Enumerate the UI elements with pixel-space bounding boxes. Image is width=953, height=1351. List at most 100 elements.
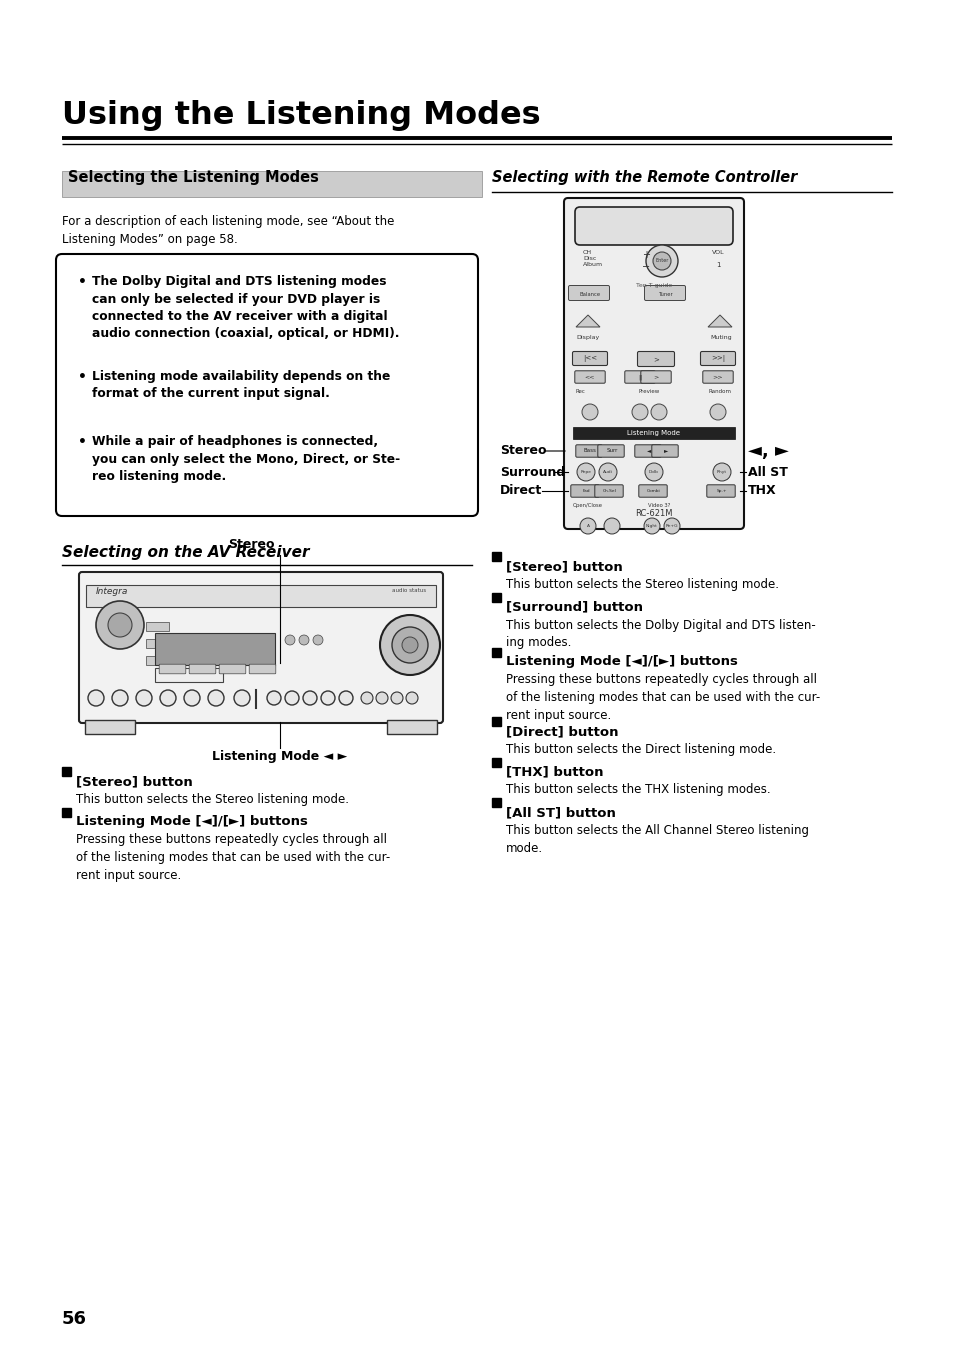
Bar: [492, 647, 500, 657]
Circle shape: [392, 627, 428, 663]
Text: Surr: Surr: [606, 449, 617, 454]
FancyBboxPatch shape: [219, 665, 246, 674]
Text: Muting: Muting: [710, 335, 731, 340]
Polygon shape: [576, 315, 599, 327]
FancyBboxPatch shape: [568, 285, 609, 300]
Circle shape: [645, 245, 678, 277]
FancyBboxPatch shape: [79, 571, 442, 723]
Circle shape: [650, 404, 666, 420]
Bar: [573, 427, 734, 439]
FancyBboxPatch shape: [570, 485, 598, 497]
Circle shape: [285, 635, 294, 644]
Text: [Direct] button: [Direct] button: [505, 725, 618, 738]
Text: Fad: Fad: [581, 489, 589, 493]
Text: audio status: audio status: [392, 589, 426, 593]
Bar: [86, 585, 436, 607]
FancyBboxPatch shape: [147, 655, 170, 665]
FancyBboxPatch shape: [634, 444, 660, 457]
Circle shape: [577, 463, 595, 481]
Circle shape: [663, 517, 679, 534]
FancyBboxPatch shape: [563, 199, 743, 530]
FancyBboxPatch shape: [651, 444, 678, 457]
Text: Stereo: Stereo: [499, 444, 546, 458]
Text: •: •: [78, 276, 87, 289]
Bar: [62, 808, 71, 816]
Text: [Surround] button: [Surround] button: [505, 600, 642, 613]
Text: THX: THX: [747, 485, 776, 497]
Text: •: •: [78, 370, 87, 384]
Circle shape: [631, 404, 647, 420]
Text: A: A: [586, 524, 589, 528]
Text: 1: 1: [715, 262, 720, 267]
Text: [THX] button: [THX] button: [505, 766, 603, 778]
Text: Dolb: Dolb: [648, 470, 659, 474]
Text: Pressing these buttons repeatedly cycles through all
of the listening modes that: Pressing these buttons repeatedly cycles…: [76, 834, 390, 881]
FancyBboxPatch shape: [572, 351, 607, 366]
Text: Ch.Sel: Ch.Sel: [602, 489, 617, 493]
Bar: [154, 634, 274, 665]
FancyBboxPatch shape: [159, 665, 186, 674]
Text: This button selects the THX listening modes.: This button selects the THX listening mo…: [505, 784, 770, 797]
Circle shape: [391, 692, 402, 704]
Circle shape: [233, 690, 250, 707]
Text: Audi: Audi: [602, 470, 612, 474]
Circle shape: [285, 690, 298, 705]
Text: [Stereo] button: [Stereo] button: [505, 561, 622, 573]
Text: The Dolby Digital and DTS listening modes
can only be selected if your DVD playe: The Dolby Digital and DTS listening mode…: [91, 276, 399, 340]
Circle shape: [96, 601, 144, 648]
FancyBboxPatch shape: [598, 444, 623, 457]
Circle shape: [375, 692, 388, 704]
FancyBboxPatch shape: [706, 485, 735, 497]
Text: Open/Close: Open/Close: [573, 503, 602, 508]
FancyBboxPatch shape: [56, 254, 477, 516]
FancyBboxPatch shape: [575, 370, 604, 384]
Text: [All ST] button: [All ST] button: [505, 807, 616, 819]
Text: While a pair of headphones is connected,
you can only select the Mono, Direct, o: While a pair of headphones is connected,…: [91, 435, 399, 484]
Text: >>|: >>|: [710, 355, 724, 362]
Text: <<: <<: [584, 374, 595, 380]
Circle shape: [603, 517, 619, 534]
Bar: [492, 553, 500, 561]
Text: >: >: [653, 357, 659, 362]
Circle shape: [643, 517, 659, 534]
Circle shape: [108, 613, 132, 638]
Text: Balance: Balance: [578, 292, 600, 296]
Text: Listening Mode ◄ ►: Listening Mode ◄ ►: [213, 750, 347, 763]
Text: Pressing these buttons repeatedly cycles through all
of the listening modes that: Pressing these buttons repeatedly cycles…: [505, 674, 820, 721]
Text: Enter: Enter: [655, 258, 668, 263]
Text: ◄: ◄: [646, 449, 651, 454]
Text: Surround: Surround: [499, 466, 565, 478]
Text: Night: Night: [645, 524, 658, 528]
Bar: [492, 717, 500, 725]
Text: >>: >>: [712, 374, 722, 380]
FancyBboxPatch shape: [189, 665, 215, 674]
Text: Sp.+: Sp.+: [716, 489, 726, 493]
Text: Random: Random: [708, 389, 731, 394]
Circle shape: [303, 690, 316, 705]
Text: −: −: [641, 262, 649, 272]
Text: Using the Listening Modes: Using the Listening Modes: [62, 100, 540, 131]
Bar: [154, 667, 223, 682]
Text: Bass: Bass: [583, 449, 596, 454]
FancyBboxPatch shape: [640, 370, 671, 384]
Text: This button selects the Direct listening mode.: This button selects the Direct listening…: [505, 743, 776, 757]
FancyBboxPatch shape: [639, 485, 666, 497]
FancyBboxPatch shape: [147, 639, 170, 647]
Circle shape: [644, 463, 662, 481]
Bar: [387, 720, 436, 734]
Text: ◄, ►: ◄, ►: [747, 442, 788, 459]
FancyBboxPatch shape: [575, 207, 732, 245]
FancyBboxPatch shape: [702, 370, 733, 384]
Text: >: >: [653, 374, 658, 380]
Circle shape: [581, 404, 598, 420]
Text: Selecting the Listening Modes: Selecting the Listening Modes: [68, 170, 318, 185]
Circle shape: [338, 690, 353, 705]
Text: Display: Display: [576, 335, 598, 340]
Text: Combi: Combi: [646, 489, 660, 493]
Bar: [492, 798, 500, 807]
Circle shape: [406, 692, 417, 704]
Text: CH
Disc
Album: CH Disc Album: [582, 250, 602, 266]
Text: Tuner: Tuner: [658, 292, 673, 296]
Circle shape: [712, 463, 730, 481]
Circle shape: [709, 404, 725, 420]
